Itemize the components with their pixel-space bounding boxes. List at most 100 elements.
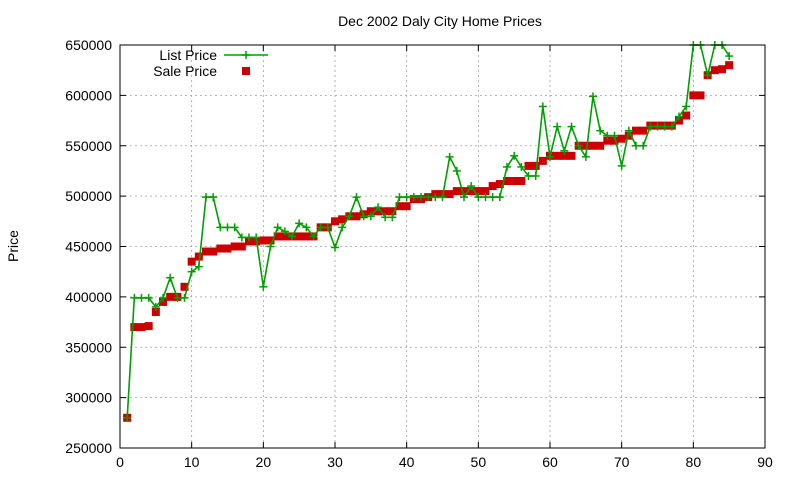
list-price-point — [187, 267, 196, 276]
sale-price-point — [589, 141, 597, 150]
sale-price-point — [538, 156, 547, 165]
list-price-point — [467, 182, 476, 191]
list-price-point — [546, 152, 554, 161]
sale-price-point — [725, 61, 734, 70]
list-price-point — [202, 193, 210, 202]
list-price-point — [309, 232, 318, 241]
list-price-point — [624, 126, 633, 135]
sale-price-point — [302, 232, 311, 241]
sale-price-point — [395, 202, 404, 211]
sale-price-point — [180, 282, 189, 291]
list-price-point — [245, 233, 253, 242]
x-tick-label: 90 — [757, 454, 773, 470]
sale-price-point — [474, 187, 483, 196]
list-price-point — [553, 122, 562, 131]
sale-price-point — [237, 242, 246, 251]
list-price-point — [388, 213, 397, 222]
list-price-point — [151, 302, 160, 311]
list-price-point — [424, 193, 433, 202]
sale-price-point — [624, 131, 633, 140]
list-price-point — [538, 102, 547, 111]
list-price-point — [166, 273, 175, 282]
sale-price-point — [338, 215, 347, 224]
series-layer — [123, 41, 734, 422]
sale-price-point — [553, 151, 562, 160]
list-price-point — [495, 193, 504, 202]
sale-price-point — [581, 141, 590, 150]
list-price-point — [596, 126, 605, 135]
list-price-point — [381, 213, 390, 222]
sale-price-point — [280, 232, 289, 241]
sale-price-point — [273, 232, 282, 241]
list-price-point — [266, 242, 275, 251]
legend: List Price Sale Price — [153, 47, 268, 79]
x-tick-label: 50 — [471, 454, 487, 470]
sale-price-point — [130, 323, 139, 332]
sale-price-point — [245, 237, 253, 246]
sale-price-point — [488, 182, 497, 191]
y-axis-label: Price — [5, 230, 21, 262]
y-tick-label: 550000 — [65, 138, 112, 154]
sale-price-point — [460, 187, 468, 196]
sale-price-point — [259, 236, 268, 245]
list-price-point — [402, 193, 411, 202]
plot-frame — [119, 44, 766, 449]
list-price-point — [359, 212, 368, 221]
sale-price-point — [216, 244, 225, 253]
list-price-point — [603, 131, 612, 140]
sale-price-point — [567, 151, 576, 160]
y-tick-label: 650000 — [65, 37, 112, 53]
y-tick-label: 600000 — [65, 87, 112, 103]
list-price-point — [517, 162, 526, 171]
list-price-point — [653, 122, 662, 131]
sale-price-point — [144, 322, 153, 331]
sale-price-point — [166, 292, 175, 301]
x-tick-label: 20 — [256, 454, 272, 470]
legend-label-sale-price: Sale Price — [153, 63, 217, 79]
sale-price-point — [137, 323, 146, 332]
list-price-point — [223, 223, 232, 232]
list-price-point — [374, 203, 382, 212]
list-price-point — [574, 141, 583, 150]
list-price-point — [280, 227, 289, 236]
list-price-point — [660, 122, 669, 131]
sale-price-point — [596, 141, 605, 150]
x-tick-label: 0 — [116, 454, 124, 470]
list-price-point — [524, 171, 533, 180]
sale-price-point — [503, 177, 511, 186]
grid-lines — [120, 45, 765, 448]
list-price-point — [259, 282, 268, 291]
legend-label-list-price: List Price — [159, 47, 217, 63]
y-tick-label: 500000 — [65, 188, 112, 204]
list-price-point — [460, 193, 468, 202]
list-price-point — [667, 122, 676, 131]
sale-price-point — [331, 217, 339, 226]
sale-price-point — [696, 91, 705, 100]
sale-price-point — [295, 232, 304, 241]
y-tick-label: 400000 — [65, 289, 112, 305]
sale-price-point — [381, 207, 390, 216]
list-price-point — [474, 193, 483, 202]
list-price-point — [617, 161, 626, 170]
sale-price-point — [223, 244, 232, 253]
list-price-point — [560, 146, 569, 155]
list-price-point — [610, 131, 619, 140]
list-price-point — [646, 122, 655, 131]
list-price-point — [682, 102, 691, 111]
sale-price-point — [560, 151, 569, 160]
sale-price-point — [682, 111, 691, 120]
list-price-point — [366, 212, 375, 221]
x-tick-label: 30 — [327, 454, 343, 470]
list-price-point — [237, 233, 246, 242]
axis-ticks: 250000 300000 350000 400000 450000 500000 5500… — [65, 37, 773, 470]
list-price-point — [675, 112, 683, 121]
list-price-line — [126, 44, 730, 418]
sale-price-point — [610, 136, 619, 145]
x-tick-label: 80 — [686, 454, 702, 470]
list-price-point — [345, 212, 354, 221]
x-tick-label: 60 — [542, 454, 558, 470]
sale-price-point — [187, 257, 196, 266]
y-tick-label: 250000 — [65, 440, 112, 456]
sale-price-point — [388, 207, 397, 216]
